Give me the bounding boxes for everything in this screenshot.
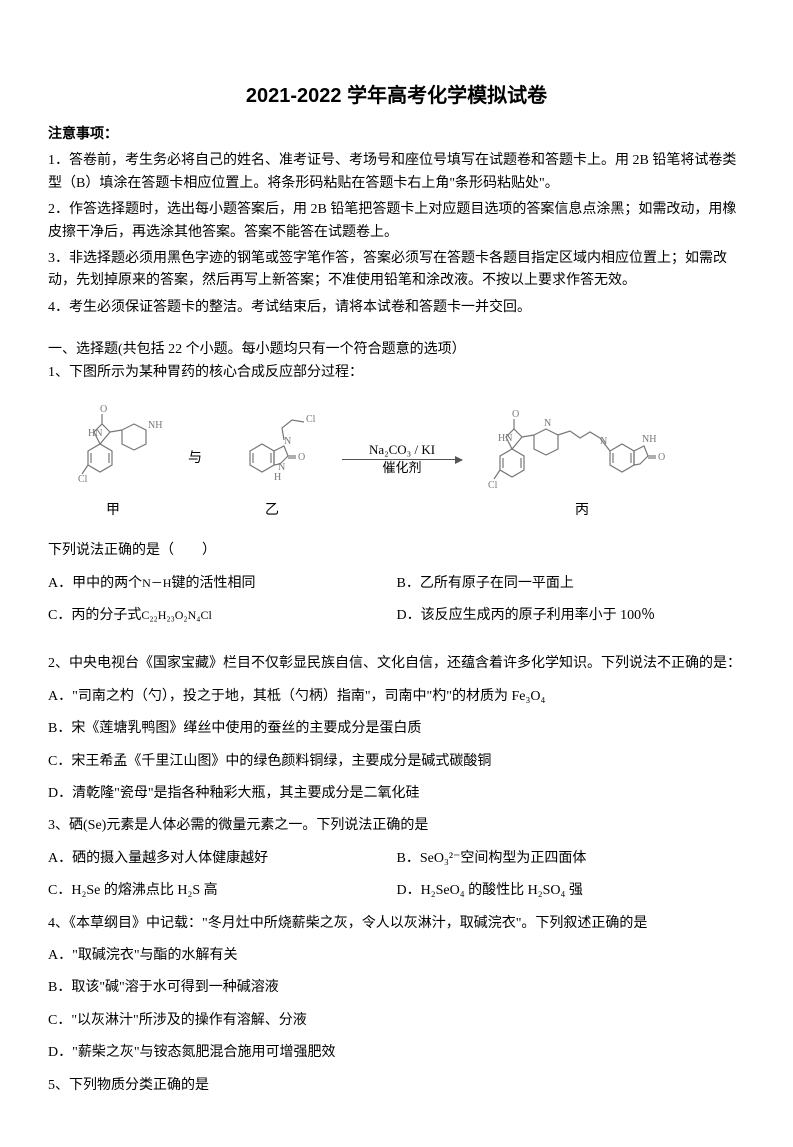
q3-stem: 3、硒(Se)元素是人体必需的微量元素之一。下列说法正确的是 bbox=[48, 815, 745, 837]
q1-substem: 下列说法正确的是（ ） bbox=[48, 540, 745, 562]
svg-text:O: O bbox=[658, 452, 665, 463]
notice-item: 3．非选择题必须用黑色字迹的钢笔或签字笔作答，答案必须写在答题卡各题目指定区域内… bbox=[48, 248, 745, 293]
svg-text:NH: NH bbox=[642, 434, 656, 445]
q1-opt-c: C．丙的分子式C₂₂H₂₃O₂N₄Cl bbox=[48, 605, 397, 627]
q3-opt-a: A．硒的摄入量越多对人体健康越好 bbox=[48, 848, 397, 870]
struct-c: O HN Cl N N NH O 丙 bbox=[482, 396, 682, 522]
connector-yu: 与 bbox=[188, 448, 202, 470]
q1-opt-d: D．该反应生成丙的原子利用率小于 100％ bbox=[397, 605, 746, 627]
struct-a-label: 甲 bbox=[58, 500, 168, 522]
molecule-a-icon: HN O NH Cl bbox=[58, 396, 168, 496]
q4-opt-c: C．"以灰淋汁"所涉及的操作有溶解、分液 bbox=[48, 1010, 745, 1032]
q2-opt-d: D．清乾隆"瓷母"是指各种釉彩大瓶，其主要成分是二氧化硅 bbox=[48, 783, 745, 805]
svg-text:HN: HN bbox=[88, 428, 102, 439]
q4-opt-d: D．"薪柴之灰"与铵态氮肥混合施用可增强肥效 bbox=[48, 1042, 745, 1064]
q5-stem: 5、下列物质分类正确的是 bbox=[48, 1075, 745, 1097]
svg-text:O: O bbox=[512, 409, 519, 420]
q1-a-suffix: 键的活性相同 bbox=[171, 576, 255, 591]
notice-item: 1．答卷前，考生务必将自己的姓名、准考证号、考场号和座位号填写在试题卷和答题卡上… bbox=[48, 150, 745, 195]
reagent-bot: 催化剂 bbox=[382, 460, 421, 477]
molecule-c-icon: O HN Cl N N NH O bbox=[482, 396, 682, 496]
q2-opt-a: A．"司南之杓（勺），投之于地，其柢（勺柄）指南"，司南中"杓"的材质为 Fe₃… bbox=[48, 686, 745, 708]
reagent-top: Na₂CO₃ / KI bbox=[369, 442, 435, 459]
q4-opt-b: B．取该"碱"溶于水可得到一种碱溶液 bbox=[48, 977, 745, 999]
section-header: 一、选择题(共包括 22 个小题。每小题均只有一个符合题意的选项） bbox=[48, 339, 745, 361]
q3-row-ab: A．硒的摄入量越多对人体健康越好 B．SeO₃²⁻空间构型为正四面体 bbox=[48, 848, 745, 870]
svg-text:HN: HN bbox=[498, 433, 512, 444]
q1-stem: 1、下图所示为某种胃药的核心合成反应部分过程： bbox=[48, 362, 745, 384]
q2-opt-c: C．宋王希孟《千里江山图》中的绿色颜料铜绿，主要成分是碱式碳酸铜 bbox=[48, 751, 745, 773]
q3-row-cd: C．H₂Se 的熔沸点比 H₂S 高 D．H₂SeO₄ 的酸性比 H₂SO₄ 强 bbox=[48, 880, 745, 902]
svg-text:N: N bbox=[544, 418, 551, 429]
instructions-block: 注意事项： 1．答卷前，考生务必将自己的姓名、准考证号、考场号和座位号填写在试题… bbox=[48, 124, 745, 319]
notice-item: 2．作答选择题时，选出每小题答案后，用 2B 铅笔把答题卡上对应题目选项的答案信… bbox=[48, 199, 745, 244]
q4-stem: 4、《本草纲目》中记载："冬月灶中所烧薪柴之灰，令人以灰淋汁，取碱浣衣"。下列叙… bbox=[48, 913, 745, 935]
svg-text:Cl: Cl bbox=[78, 474, 88, 485]
q1-opt-b: B．乙所有原子在同一平面上 bbox=[397, 573, 746, 595]
svg-text:Cl: Cl bbox=[488, 480, 498, 491]
struct-b: N N O H Cl 乙 bbox=[222, 396, 322, 522]
svg-text:NH: NH bbox=[148, 420, 162, 431]
q1-a-prefix: A．甲中的两个 bbox=[48, 576, 142, 591]
q2-stem: 2、中央电视台《国家宝藏》栏目不仅彰显民族自信、文化自信，还蕴含着许多化学知识。… bbox=[48, 653, 745, 675]
q1-c-prefix: C．丙的分子式 bbox=[48, 608, 141, 623]
notice-item: 4．考生必须保证答题卡的整洁。考试结束后，请将本试卷和答题卡一并交回。 bbox=[48, 297, 745, 319]
q3-opt-b: B．SeO₃²⁻空间构型为正四面体 bbox=[397, 848, 746, 870]
svg-text:Cl: Cl bbox=[306, 414, 316, 425]
q3-opt-d: D．H₂SeO₄ 的酸性比 H₂SO₄ 强 bbox=[397, 880, 746, 902]
notice-label: 注意事项： bbox=[48, 127, 118, 142]
q4-opt-a: A．"取碱浣衣"与酯的水解有关 bbox=[48, 945, 745, 967]
svg-text:O: O bbox=[298, 452, 305, 463]
q1-opt-a: A．甲中的两个N－H键的活性相同 bbox=[48, 573, 397, 595]
q2-opt-b: B．宋《莲塘乳鸭图》缂丝中使用的蚕丝的主要成分是蛋白质 bbox=[48, 718, 745, 740]
struct-b-label: 乙 bbox=[222, 500, 322, 522]
molecule-b-icon: N N O H Cl bbox=[222, 396, 322, 496]
q1-a-mid: N－H bbox=[142, 576, 171, 590]
q3-opt-c: C．H₂Se 的熔沸点比 H₂S 高 bbox=[48, 880, 397, 902]
q1-c-formula: C₂₂H₂₃O₂N₄Cl bbox=[141, 608, 211, 622]
q1-row-cd: C．丙的分子式C₂₂H₂₃O₂N₄Cl D．该反应生成丙的原子利用率小于 100… bbox=[48, 605, 745, 627]
svg-text:O: O bbox=[100, 404, 107, 415]
reaction-arrow: Na₂CO₃ / KI 催化剂 bbox=[342, 442, 462, 477]
q1-reaction-figure: HN O NH Cl 甲 与 N N O H bbox=[48, 396, 745, 522]
struct-c-label: 丙 bbox=[482, 500, 682, 522]
struct-a: HN O NH Cl 甲 bbox=[58, 396, 168, 522]
q1-row-ab: A．甲中的两个N－H键的活性相同 B．乙所有原子在同一平面上 bbox=[48, 573, 745, 595]
svg-text:H: H bbox=[274, 472, 281, 483]
page-title: 2021-2022 学年高考化学模拟试卷 bbox=[48, 80, 745, 112]
svg-text:N: N bbox=[284, 436, 291, 447]
